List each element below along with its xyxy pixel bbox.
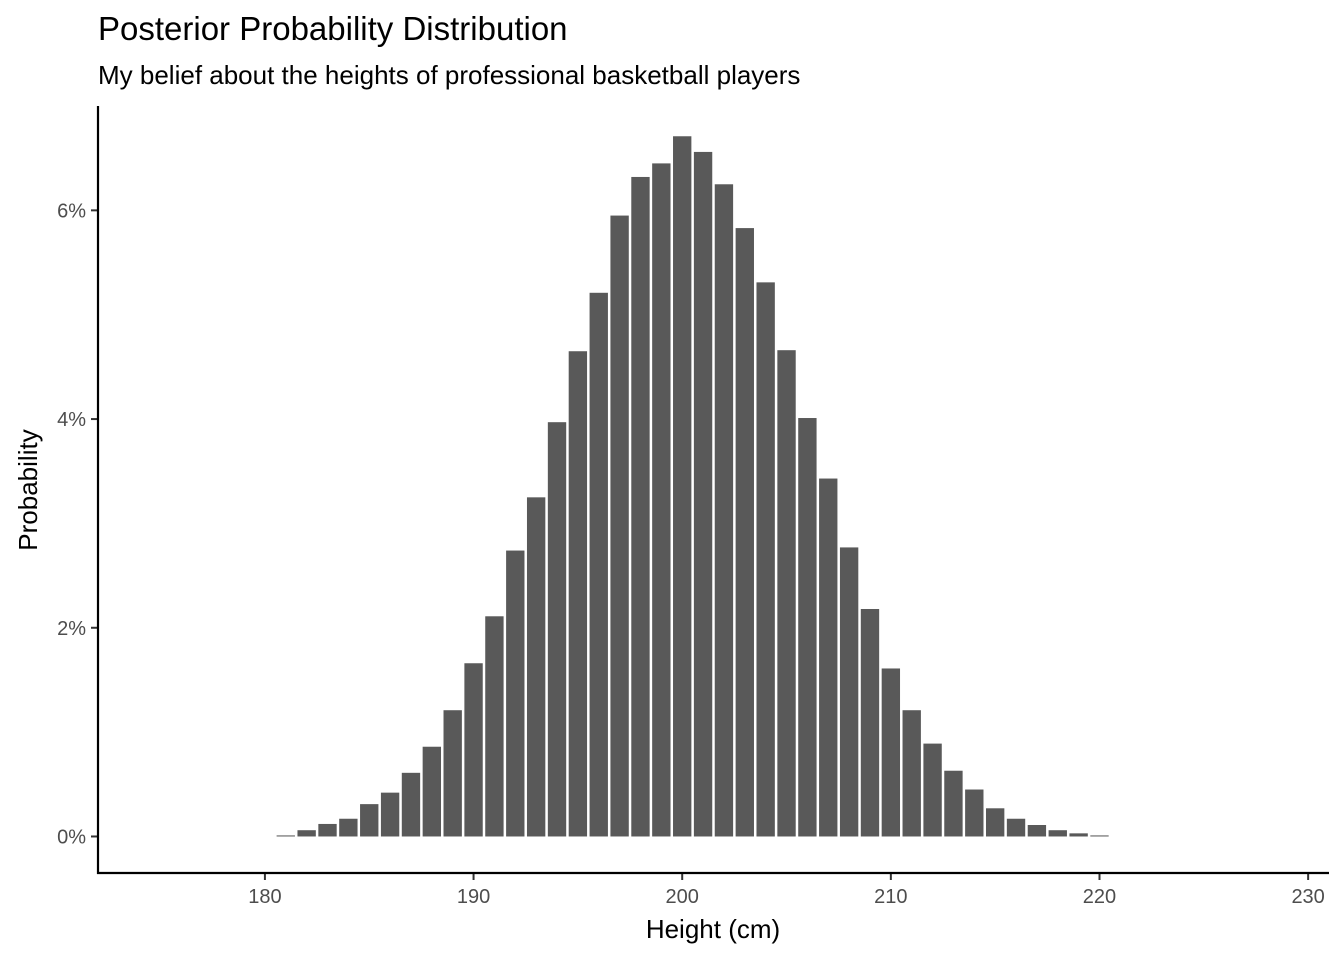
bar-182 <box>297 830 316 837</box>
bar-202 <box>714 184 734 837</box>
y-axis-ticks: 0% 2% 4% 6% <box>57 200 98 848</box>
bar-187 <box>401 772 421 837</box>
y-tick-label: 2% <box>57 618 86 640</box>
bar-group <box>276 136 1109 837</box>
bar-218 <box>1048 830 1067 837</box>
bar-216 <box>1006 818 1026 837</box>
y-tick-label: 6% <box>57 200 86 222</box>
bar-197 <box>610 215 629 837</box>
bar-200 <box>673 136 692 837</box>
bar-191 <box>485 616 504 837</box>
bar-208 <box>839 547 859 837</box>
y-axis-title: Probability <box>13 429 43 550</box>
chart-title: Posterior Probability Distribution <box>98 10 568 47</box>
x-axis-title: Height (cm) <box>646 914 780 944</box>
bar-192 <box>506 550 525 837</box>
x-axis-ticks: 180 190 200 210 220 230 <box>248 873 1325 908</box>
x-tick-label: 180 <box>248 886 281 908</box>
bar-199 <box>652 163 671 837</box>
chart-subtitle: My belief about the heights of professio… <box>98 60 800 90</box>
bar-196 <box>589 292 608 837</box>
bar-189 <box>443 710 462 837</box>
bar-213 <box>944 770 963 837</box>
x-tick-label: 220 <box>1083 886 1116 908</box>
bar-186 <box>380 792 400 837</box>
bar-194 <box>547 422 567 837</box>
bar-198 <box>631 176 650 837</box>
bar-184 <box>339 818 358 837</box>
bar-185 <box>360 804 379 837</box>
bar-209 <box>860 608 880 837</box>
bar-195 <box>568 351 588 837</box>
bar-215 <box>985 808 1005 837</box>
bar-212 <box>923 743 942 837</box>
bar-181 <box>276 835 295 837</box>
bar-188 <box>422 746 442 837</box>
bar-220 <box>1090 835 1109 837</box>
bar-201 <box>693 151 713 837</box>
x-tick-label: 230 <box>1291 886 1324 908</box>
bar-205 <box>777 350 796 837</box>
y-tick-label: 4% <box>57 409 86 431</box>
bar-214 <box>965 789 984 837</box>
bar-190 <box>464 663 483 837</box>
bar-193 <box>526 497 546 837</box>
bar-203 <box>735 228 754 837</box>
y-tick-label: 0% <box>57 826 86 848</box>
bar-210 <box>881 668 901 837</box>
bar-206 <box>798 418 817 837</box>
x-tick-label: 210 <box>874 886 907 908</box>
bar-207 <box>819 478 838 837</box>
x-tick-label: 190 <box>457 886 490 908</box>
bar-183 <box>318 823 337 837</box>
bar-204 <box>756 282 775 837</box>
bar-219 <box>1069 833 1088 837</box>
bar-217 <box>1027 825 1047 837</box>
bar-211 <box>902 710 921 837</box>
x-tick-label: 200 <box>666 886 699 908</box>
